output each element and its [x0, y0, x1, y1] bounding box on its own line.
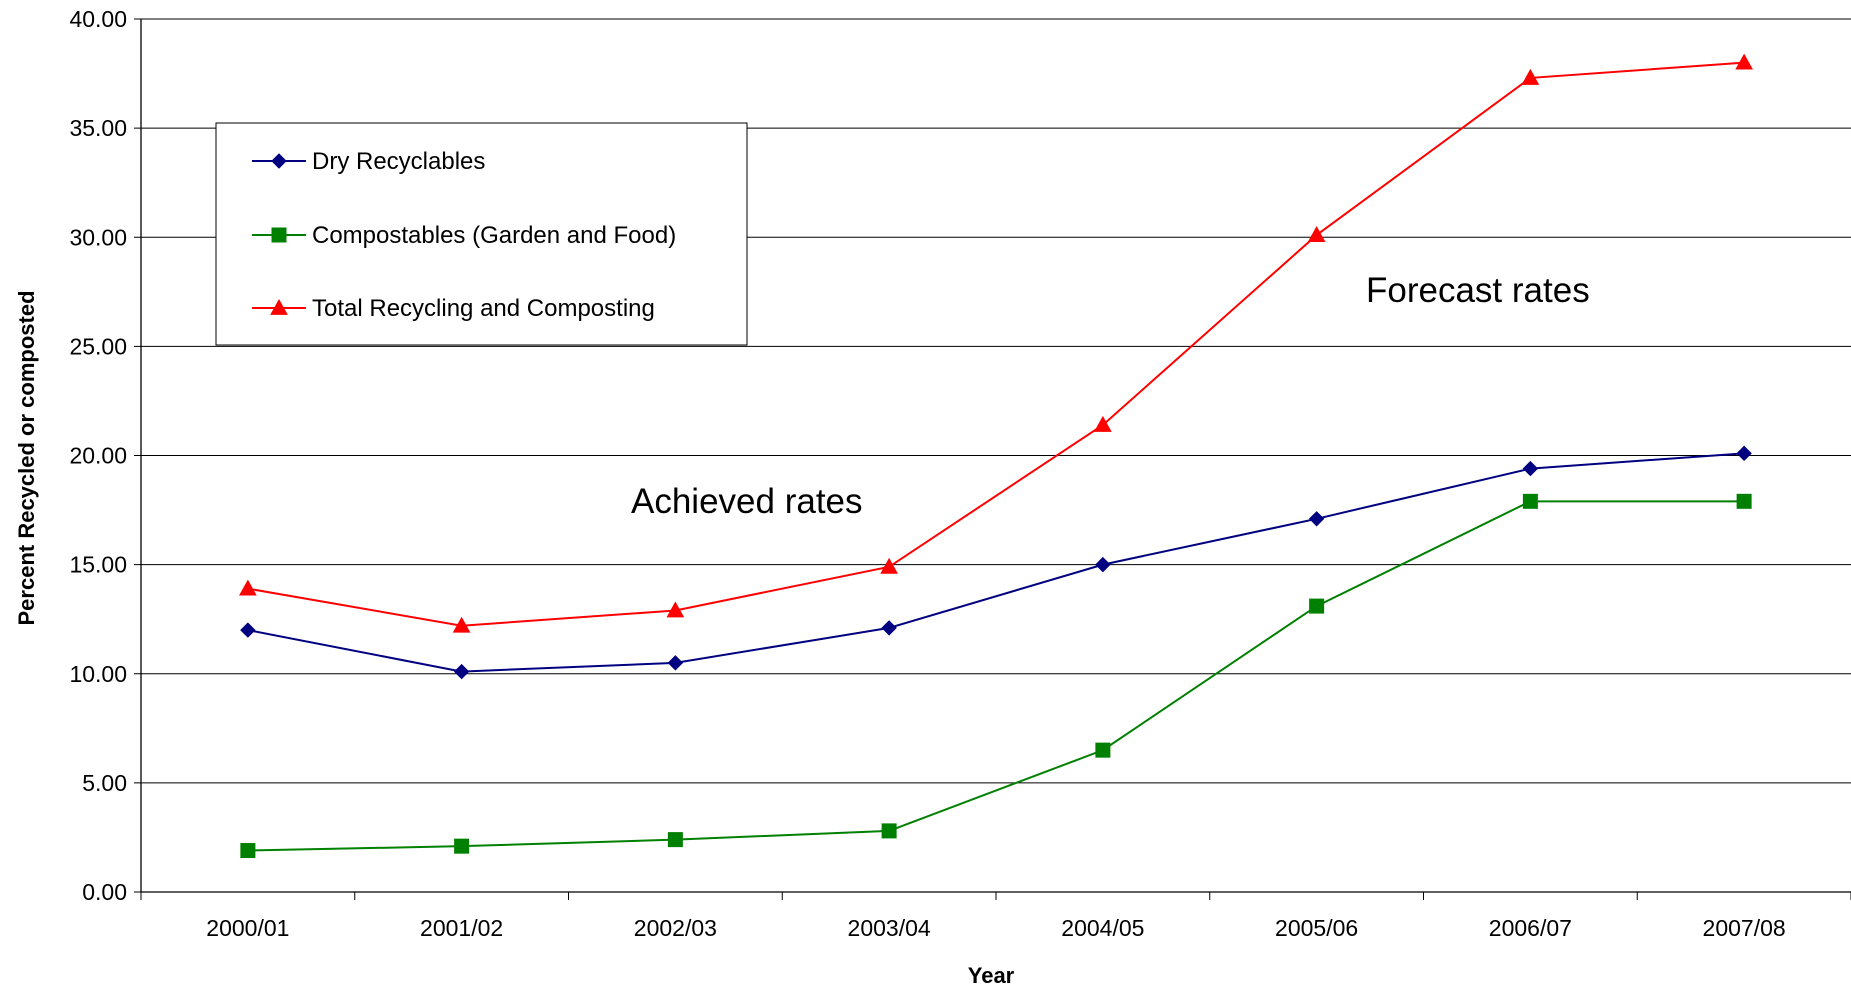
data-point [1522, 460, 1539, 477]
data-point [454, 838, 470, 854]
series-line [247, 61, 1745, 627]
x-tick-label: 2004/05 [1061, 915, 1144, 941]
legend-item-1: Compostables (Garden and Food) [252, 222, 676, 249]
data-point [1094, 415, 1112, 432]
series-2 [239, 53, 1753, 633]
data-point [1095, 742, 1111, 758]
annotation-forecast-rates: Forecast rates [1366, 271, 1590, 310]
data-point [881, 620, 897, 636]
data-point [1308, 511, 1325, 527]
y-tick-label: 15.00 [69, 552, 127, 578]
data-point [1309, 598, 1325, 614]
y-tick-label: 25.00 [69, 333, 127, 359]
data-point [1522, 493, 1538, 509]
legend-item-0: Dry Recyclables [252, 148, 485, 175]
legend-label: Compostables (Garden and Food) [312, 222, 676, 249]
data-point [1521, 68, 1540, 85]
legend-item-2: Total Recycling and Composting [252, 295, 655, 322]
series-line [247, 500, 1745, 852]
x-tick-label: 2005/06 [1275, 915, 1358, 941]
data-point [1307, 226, 1326, 242]
data-point [240, 843, 256, 859]
axes [134, 18, 1851, 900]
data-point [1736, 493, 1752, 509]
x-tick-label: 2007/08 [1703, 915, 1786, 941]
series-line [247, 452, 1745, 673]
y-tick-label: 10.00 [69, 661, 127, 687]
legend: Dry Recyclables Compostables (Garden and … [215, 122, 748, 346]
data-point [666, 601, 685, 618]
y-tick-label: 5.00 [82, 770, 127, 796]
data-point [667, 655, 684, 671]
labels-layer: 0.00 5.00 10.00 15.00 20.00 25.00 30.00 35.00 40… [69, 6, 1785, 941]
x-axis-title: Year [968, 963, 1015, 988]
y-tick-label: 30.00 [69, 224, 127, 250]
legend-marker [271, 227, 287, 243]
data-point [239, 579, 257, 596]
series-layer [239, 53, 1753, 859]
data-point [1735, 53, 1753, 70]
data-point [667, 832, 683, 848]
annotation-achieved-rates: Achieved rates [631, 482, 863, 521]
data-point [453, 663, 470, 680]
legend-marker [271, 153, 287, 169]
data-point [240, 622, 256, 638]
legend-label: Dry Recyclables [312, 148, 485, 175]
legend-marker [270, 298, 288, 315]
y-tick-label: 35.00 [69, 115, 127, 141]
data-point [1736, 445, 1752, 462]
x-tick-label: 2001/02 [420, 915, 503, 941]
x-tick-label: 2003/04 [848, 915, 931, 941]
x-tick-label: 2002/03 [634, 915, 717, 941]
y-axis-title: Percent Recycled or composted [14, 290, 39, 625]
legend-label: Total Recycling and Composting [312, 295, 655, 322]
y-tick-label: 40.00 [69, 6, 127, 32]
data-point [880, 557, 898, 574]
y-tick-label: 20.00 [69, 443, 127, 469]
x-tick-label: 2006/07 [1489, 915, 1572, 941]
series-1 [240, 493, 1752, 859]
x-tick-label: 2000/01 [206, 915, 289, 941]
data-point [1095, 556, 1111, 573]
series-0 [240, 445, 1752, 680]
data-point [452, 616, 471, 633]
y-tick-label: 0.00 [82, 879, 127, 905]
data-point [881, 823, 897, 839]
